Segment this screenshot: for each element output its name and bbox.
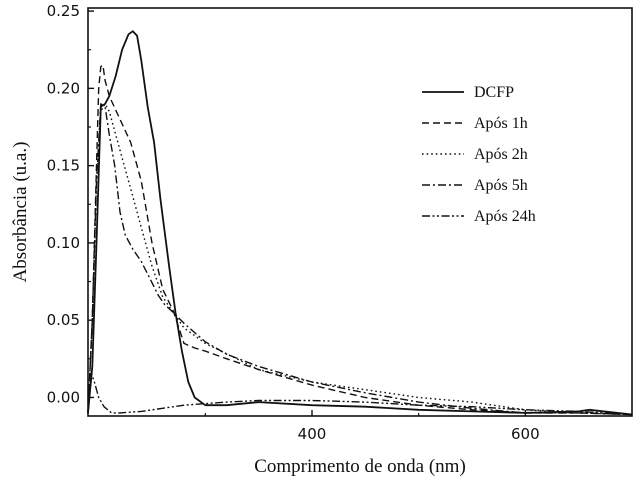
series-line-4 — [87, 103, 633, 416]
y-tick-label: 0.25 — [47, 2, 80, 20]
series-line-3 — [87, 103, 633, 416]
x-axis-title: Comprimento de onda (nm) — [254, 456, 466, 477]
x-tick-label: 400 — [298, 425, 327, 443]
series-line-5 — [87, 372, 633, 416]
y-axis-title: Absorbância (u.a.) — [10, 142, 31, 283]
y-tick-label: 0.00 — [47, 388, 80, 406]
series-line-1 — [87, 30, 633, 416]
legend-label-4: Após 5h — [474, 177, 528, 194]
y-tick-label: 0.05 — [47, 311, 80, 329]
legend-label-5: Após 24h — [474, 208, 536, 225]
plot-frame — [87, 7, 633, 417]
ticks-layer: 0.00 0.05 0.10 0.15 0.20 0.25 400 600 — [47, 2, 540, 443]
legend: DCFP Após 1h Após 2h Após 5h Após 24h — [422, 84, 536, 225]
y-tick-label: 0.20 — [47, 79, 80, 97]
y-tick-label: 0.10 — [47, 234, 80, 252]
legend-label-3: Após 2h — [474, 146, 528, 163]
x-tick-label: 600 — [511, 425, 540, 443]
series-layer — [87, 30, 633, 416]
legend-label-2: Após 1h — [474, 115, 528, 132]
legend-label-1: DCFP — [474, 84, 514, 101]
y-tick-label: 0.15 — [47, 157, 80, 175]
series-line-2 — [87, 64, 633, 416]
